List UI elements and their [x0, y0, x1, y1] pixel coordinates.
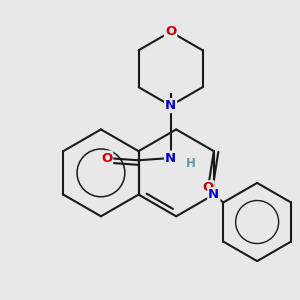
Text: O: O: [202, 181, 214, 194]
Text: H: H: [186, 157, 196, 170]
Text: N: N: [208, 188, 219, 201]
Text: O: O: [101, 152, 112, 164]
Text: O: O: [165, 25, 176, 38]
Text: N: N: [165, 152, 176, 164]
Text: N: N: [165, 99, 176, 112]
